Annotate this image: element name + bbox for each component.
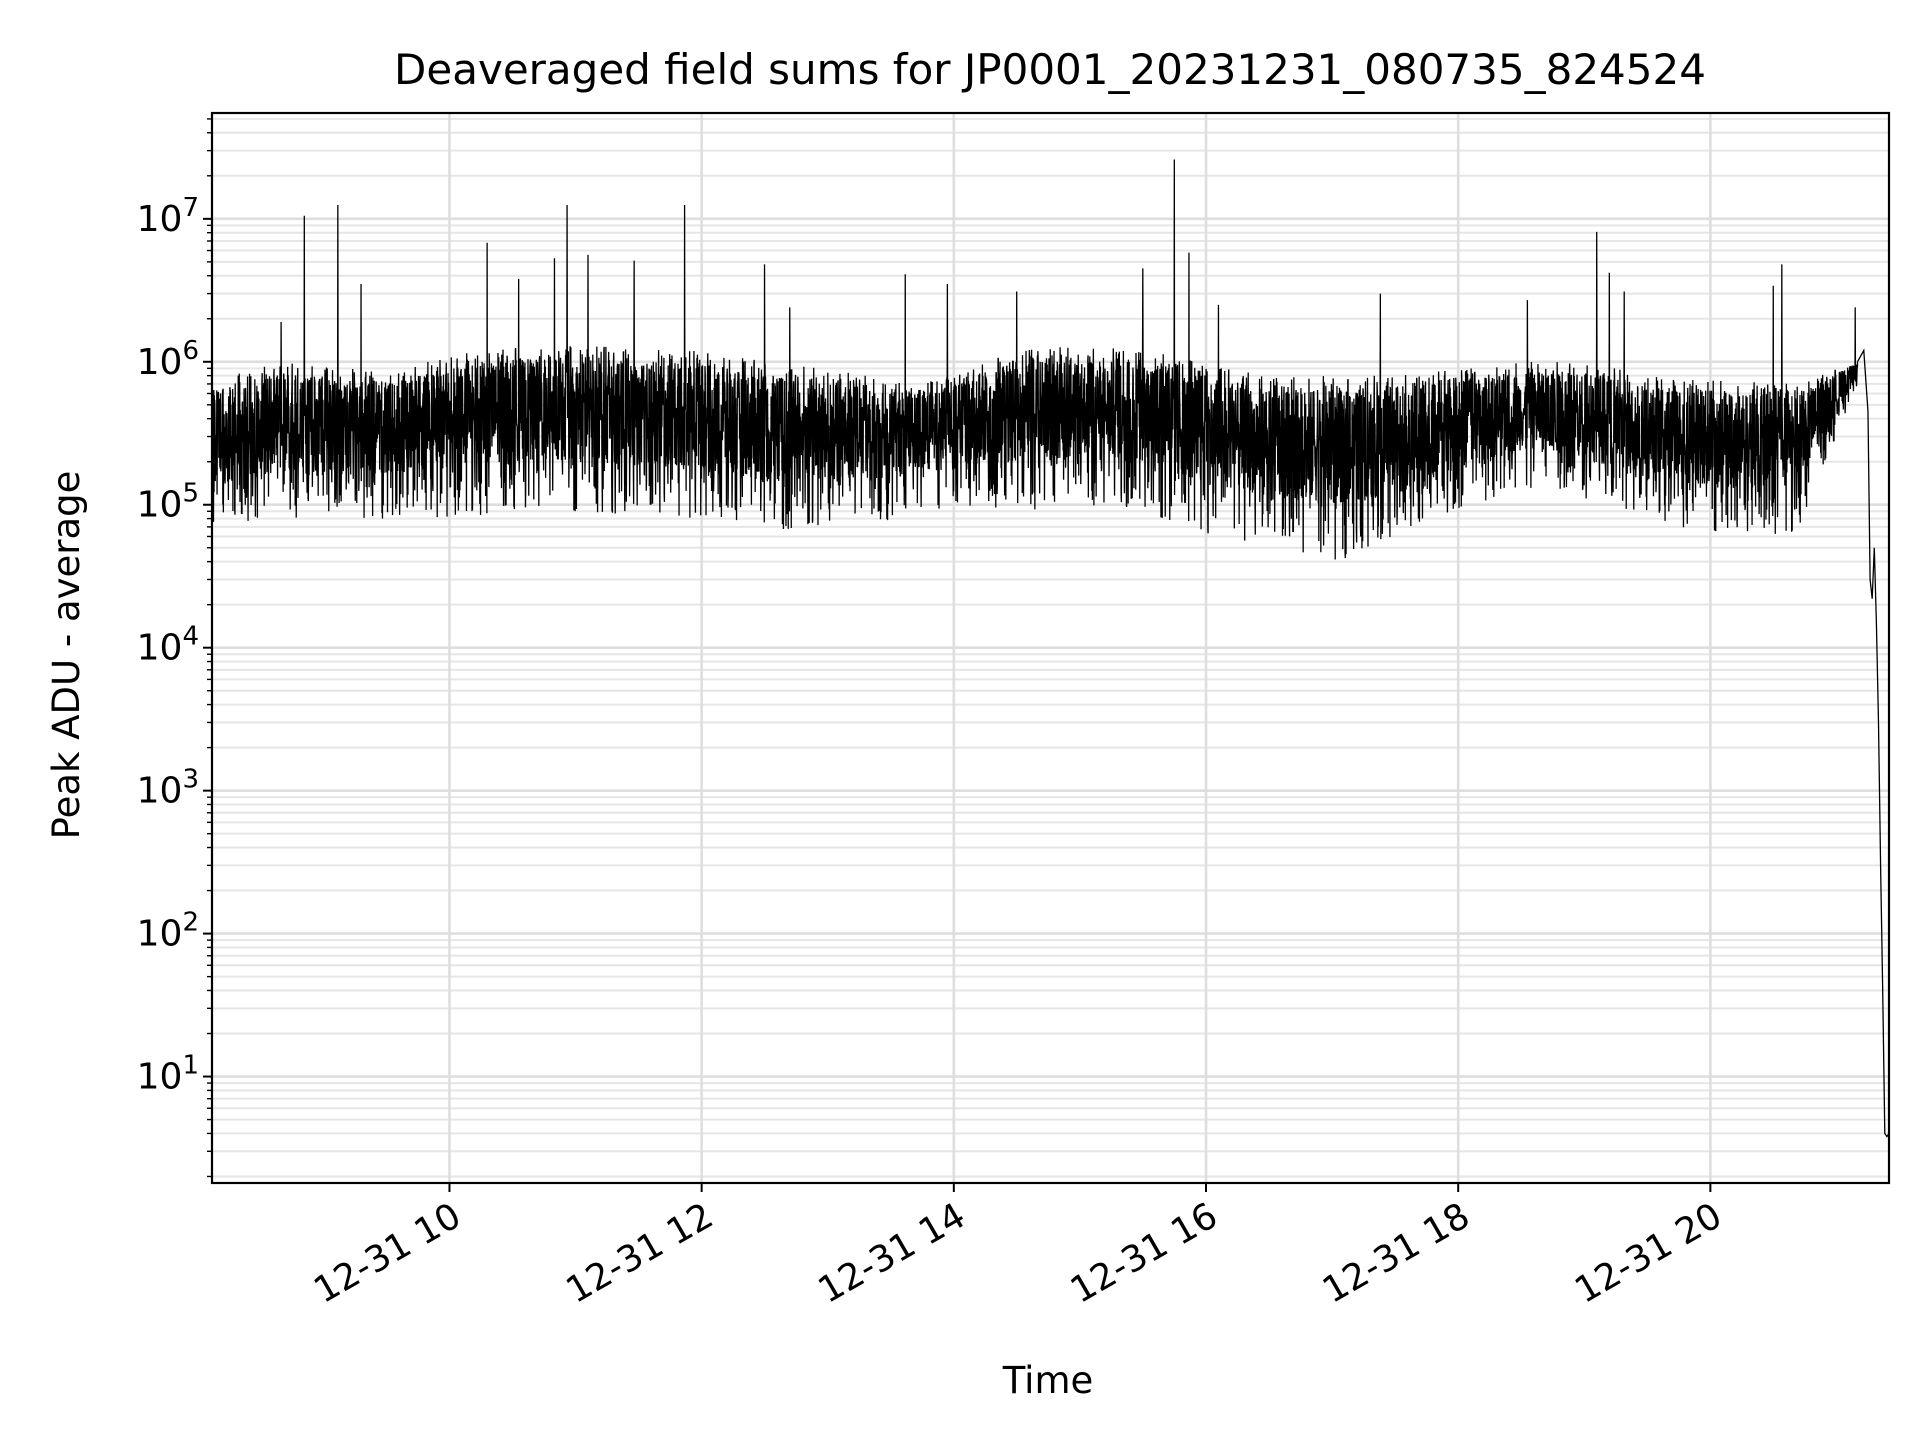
- y-axis-label: Peak ADU - average: [45, 471, 88, 840]
- y-tick-label: 101: [137, 1051, 199, 1098]
- data-line-group: [211, 159, 1890, 1138]
- y-tick-label: 106: [137, 336, 199, 383]
- y-tick-label: 105: [137, 479, 199, 526]
- y-tick-label: 104: [137, 622, 199, 669]
- chart-title: Deaveraged field sums for JP0001_2023123…: [394, 45, 1706, 94]
- grid: [212, 113, 1889, 1183]
- series-line: [211, 159, 1890, 1138]
- y-tick-label: 103: [137, 765, 199, 812]
- y-tick-label: 107: [137, 193, 199, 240]
- x-axis-label: Time: [1002, 1359, 1094, 1402]
- y-tick-label: 102: [137, 908, 199, 955]
